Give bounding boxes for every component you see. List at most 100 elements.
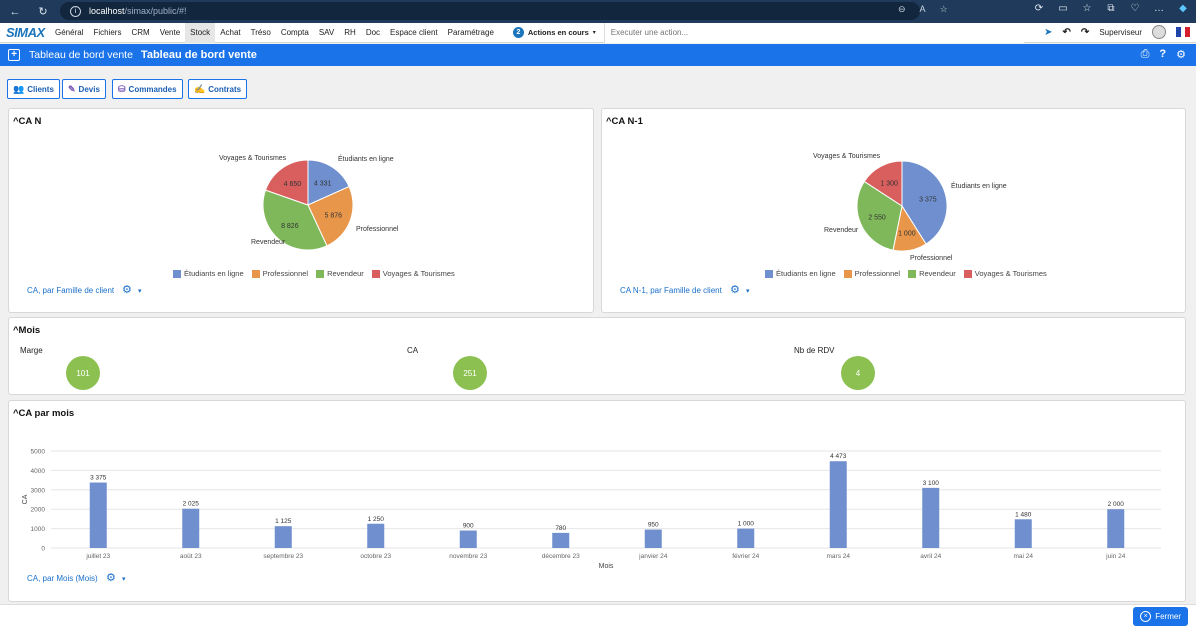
legend-item[interactable]: Voyages & Tourismes: [371, 269, 455, 278]
panel-ca-par-mois-title[interactable]: ^CA par mois: [13, 408, 75, 419]
collections-icon[interactable]: ⧉: [1107, 3, 1115, 14]
ca-famille-link[interactable]: CA, par Famille de client: [27, 286, 115, 295]
actions-count-badge: 2: [512, 27, 524, 38]
bar[interactable]: [274, 526, 292, 548]
undo-icon[interactable]: ↶: [1062, 26, 1071, 38]
legend-item[interactable]: Voyages & Tourismes: [963, 269, 1047, 278]
bar[interactable]: [367, 523, 385, 548]
redo-icon[interactable]: ↷: [1080, 26, 1090, 38]
bar[interactable]: [89, 482, 107, 548]
bar[interactable]: [1014, 519, 1032, 548]
more-menu-icon[interactable]: …: [1154, 3, 1164, 14]
menu-fichiers[interactable]: Fichiers: [93, 27, 122, 37]
tab-contrats[interactable]: ✍ Contrats: [188, 79, 248, 99]
bar[interactable]: [182, 508, 200, 548]
legend-item[interactable]: Étudiants en ligne: [765, 269, 836, 278]
menu-compta[interactable]: Compta: [280, 27, 309, 37]
bar-value-label: 4 473: [830, 453, 847, 460]
tab-devis[interactable]: ✎ Devis: [62, 79, 106, 99]
reload-icon[interactable]: ↻: [38, 6, 48, 18]
favorite-star-icon[interactable]: ☆: [939, 4, 948, 14]
panel-ca-n-title[interactable]: ^CA N: [13, 116, 42, 127]
menu-stock[interactable]: Stock: [185, 22, 216, 43]
gear-icon[interactable]: ⚙: [122, 284, 132, 296]
menu-crm[interactable]: CRM: [131, 27, 150, 37]
menu-parametrage[interactable]: Paramétrage: [447, 27, 494, 37]
user-avatar-icon[interactable]: [1152, 25, 1166, 39]
legend-item[interactable]: Étudiants en ligne: [173, 269, 244, 278]
pie-slice[interactable]: [856, 180, 903, 251]
menu-general[interactable]: Général: [55, 27, 84, 37]
help-icon[interactable]: ?: [1159, 48, 1167, 60]
panel-ca-n1-title[interactable]: ^CA N-1: [606, 116, 643, 127]
url-host: localhost: [89, 6, 125, 16]
pie-slice[interactable]: [307, 185, 354, 247]
actions-en-cours-button[interactable]: 2 Actions en cours ▾: [512, 27, 596, 38]
caret-down-icon[interactable]: ▾: [746, 288, 750, 295]
legend-swatch: [908, 269, 917, 278]
tab-devis-label: Devis: [78, 84, 100, 94]
caret-down-icon[interactable]: ▾: [138, 288, 142, 295]
fermer-button[interactable]: × Fermer: [1133, 607, 1188, 626]
bar[interactable]: [644, 529, 662, 548]
print-icon[interactable]: ⎙: [1140, 48, 1150, 60]
legend-item[interactable]: Professionnel: [843, 269, 900, 278]
menu-rh[interactable]: RH: [344, 27, 356, 37]
menu-doc[interactable]: Doc: [365, 27, 381, 37]
pie-slice[interactable]: [863, 160, 903, 207]
favorites-icon[interactable]: ☆: [1082, 3, 1092, 14]
menu-achat[interactable]: Achat: [220, 27, 241, 37]
settings-gear-icon[interactable]: ⚙: [1176, 49, 1186, 61]
pie-value-label: 3 375: [919, 196, 937, 203]
execute-action-input[interactable]: [603, 22, 1024, 43]
ca-n1-famille-link[interactable]: CA N-1, par Famille de client: [620, 286, 722, 295]
dashboard-content: 👥 Clients ✎ Devis ⛁ Commandes ✍ Contrats…: [0, 66, 1196, 604]
legend-item[interactable]: Revendeur: [908, 269, 956, 278]
bar[interactable]: [459, 530, 477, 548]
panel-mois-title[interactable]: ^Mois: [13, 325, 41, 336]
add-widget-icon[interactable]: +: [8, 49, 20, 61]
simax-logo[interactable]: SIMAX: [6, 25, 45, 40]
tab-clients-label: Clients: [27, 84, 54, 94]
menu-sav[interactable]: SAV: [318, 27, 335, 37]
pie-value-label: 4 650: [284, 181, 302, 188]
read-aloud-icon[interactable]: A: [919, 4, 926, 14]
pie-label-professionnel: Professionnel: [910, 255, 953, 262]
legend-item[interactable]: Revendeur: [316, 269, 364, 278]
legend-item[interactable]: Professionnel: [251, 269, 308, 278]
gear-icon[interactable]: ⚙: [730, 284, 740, 296]
bar[interactable]: [829, 461, 847, 548]
tab-clients[interactable]: 👥 Clients: [7, 79, 60, 99]
legend-label: Revendeur: [919, 269, 956, 278]
split-screen-icon[interactable]: ▭: [1058, 3, 1068, 14]
bar-value-label: 1 250: [368, 516, 385, 523]
address-bar[interactable]: i localhost/simax/public/#!: [60, 2, 920, 20]
bar[interactable]: [552, 532, 570, 548]
extensions-icon[interactable]: ⟳: [1034, 3, 1044, 14]
bar[interactable]: [737, 528, 755, 548]
zoom-icon[interactable]: ⊖: [898, 4, 906, 14]
performance-icon[interactable]: ♡: [1130, 3, 1140, 14]
copilot-icon[interactable]: ◆: [1179, 3, 1187, 14]
menu-espace-client[interactable]: Espace client: [390, 27, 438, 37]
menu-treso[interactable]: Tréso: [250, 27, 271, 37]
gear-icon[interactable]: ⚙: [106, 572, 116, 584]
back-arrow-icon[interactable]: ←: [9, 5, 21, 18]
x-tick-label: février 24: [732, 553, 759, 560]
x-tick-label: octobre 23: [360, 553, 391, 560]
bar[interactable]: [1107, 509, 1125, 548]
pie-slice[interactable]: [307, 159, 350, 206]
caret-down-icon[interactable]: ▾: [122, 576, 126, 583]
pie-slice[interactable]: [264, 159, 309, 206]
ca-par-mois-link[interactable]: CA, par Mois (Mois): [27, 574, 98, 583]
tab-commandes[interactable]: ⛁ Commandes: [112, 79, 183, 99]
bar[interactable]: [922, 487, 940, 548]
user-name[interactable]: Superviseur: [1099, 27, 1142, 37]
pie-slice[interactable]: [262, 189, 328, 251]
bar-chart-ca-par-mois: 0 1000 2000 3000 4000 5000 3 375 juillet 23 2 02…: [22, 449, 1161, 570]
menu-vente[interactable]: Vente: [159, 27, 181, 37]
legend-swatch: [316, 269, 325, 278]
send-icon[interactable]: ➤: [1044, 26, 1053, 38]
site-info-icon[interactable]: i: [70, 5, 81, 17]
french-flag-icon[interactable]: [1176, 27, 1191, 37]
